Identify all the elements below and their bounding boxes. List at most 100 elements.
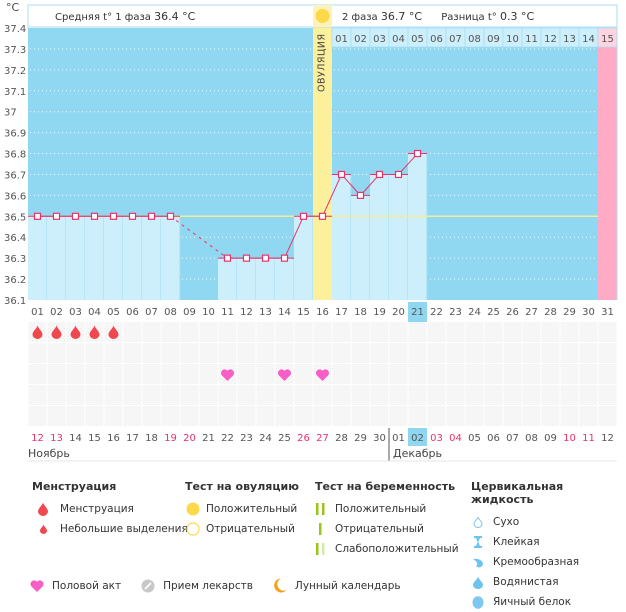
temperature-bar bbox=[256, 258, 275, 300]
y-tick-label: 36.8 bbox=[4, 150, 26, 161]
symbol-cell bbox=[484, 364, 503, 384]
cycle-day-label: 21 bbox=[411, 307, 424, 318]
date-label: 02 bbox=[411, 433, 424, 444]
weekend-date-label: 27 bbox=[316, 433, 329, 444]
symbol-cell bbox=[427, 406, 446, 426]
symbol-cell bbox=[408, 322, 427, 342]
symbol-cell bbox=[351, 343, 370, 363]
phase2-day-label: 09 bbox=[487, 34, 500, 45]
symbol-cell bbox=[123, 385, 142, 405]
date-label: 24 bbox=[259, 433, 272, 444]
sticky-hourglass-icon bbox=[471, 536, 485, 548]
legend-label: Небольшие выделения bbox=[60, 523, 188, 535]
small-blood-drop-icon bbox=[32, 524, 54, 534]
intercourse-heart-icon bbox=[220, 369, 235, 381]
legend-item-dry: Сухо bbox=[471, 512, 626, 532]
legend-menstruation-title: Менструация bbox=[32, 480, 117, 493]
symbol-cell bbox=[218, 406, 237, 426]
current-day-highlight bbox=[408, 302, 427, 322]
symbol-cell bbox=[503, 406, 522, 426]
symbol-cell bbox=[28, 406, 47, 426]
empty-circle-icon bbox=[185, 522, 201, 536]
weekend-date-label: 03 bbox=[430, 433, 443, 444]
symbol-cell bbox=[389, 343, 408, 363]
symbol-cell bbox=[275, 385, 294, 405]
legend-label: Положительный bbox=[206, 503, 298, 515]
symbol-cell bbox=[28, 385, 47, 405]
temperature-gap-line bbox=[170, 215, 228, 259]
temperature-point bbox=[109, 212, 118, 220]
symbol-cell bbox=[465, 364, 484, 384]
temperature-bar bbox=[104, 216, 123, 300]
y-tick-label: 37.2 bbox=[4, 66, 26, 77]
diff-value: 0.3 °C bbox=[499, 10, 535, 23]
temperature-bar bbox=[237, 258, 256, 300]
cycle-day-label: 16 bbox=[316, 307, 329, 318]
legend-pregnancy-test: Тест на беременность Положительный Отриц… bbox=[315, 480, 459, 559]
date-label: 12 bbox=[601, 433, 614, 444]
symbol-cell bbox=[579, 406, 598, 426]
cycle-day-label: 27 bbox=[525, 307, 538, 318]
symbol-cell bbox=[294, 364, 313, 384]
symbol-cell bbox=[465, 343, 484, 363]
symbol-cell bbox=[161, 385, 180, 405]
temperature-point bbox=[147, 212, 156, 220]
menstruation-drop-icon bbox=[51, 325, 62, 339]
symbol-cell bbox=[142, 322, 161, 342]
symbol-cell bbox=[142, 406, 161, 426]
dry-drop-icon bbox=[471, 516, 485, 528]
symbol-cell bbox=[161, 322, 180, 342]
y-tick-label: 36.1 bbox=[4, 296, 26, 307]
symbol-cell bbox=[142, 385, 161, 405]
legend-label: Кремообразная bbox=[493, 556, 580, 568]
temperature-bar bbox=[389, 174, 408, 300]
cycle-day-label: 17 bbox=[335, 307, 348, 318]
temperature-bar bbox=[370, 174, 389, 300]
phase2-label: 2 фаза bbox=[342, 12, 378, 23]
cycle-day-label: 25 bbox=[487, 307, 500, 318]
date-label: 30 bbox=[373, 433, 386, 444]
two-lines-icon bbox=[315, 503, 329, 515]
legend-item-pregnancy-positive: Положительный bbox=[315, 499, 459, 519]
y-tick-label: 36.4 bbox=[4, 233, 26, 244]
symbol-cell bbox=[484, 406, 503, 426]
cycle-day-label: 23 bbox=[449, 307, 462, 318]
symbol-cell bbox=[408, 343, 427, 363]
y-unit-label: °C bbox=[6, 1, 20, 14]
cycle-day-label: 10 bbox=[202, 307, 215, 318]
phase2-day-label: 07 bbox=[449, 34, 462, 45]
temperature-bar bbox=[123, 216, 142, 300]
weekend-date-label: 12 bbox=[31, 433, 44, 444]
cycle-day-label: 13 bbox=[259, 307, 272, 318]
legend-cervical-fluid-title: Цервикальная жидкость bbox=[471, 480, 564, 506]
symbol-cell bbox=[104, 343, 123, 363]
symbol-cell bbox=[579, 322, 598, 342]
temperature-point bbox=[318, 212, 327, 220]
ovulation-test-icon bbox=[315, 9, 330, 23]
symbol-cell bbox=[180, 343, 199, 363]
symbol-cell bbox=[199, 406, 218, 426]
date-label: 16 bbox=[107, 433, 120, 444]
temperature-line bbox=[322, 174, 342, 217]
date-label: 23 bbox=[240, 433, 253, 444]
symbol-cell bbox=[123, 406, 142, 426]
legend-item-spotting: Небольшие выделения bbox=[32, 519, 188, 539]
symbol-cell bbox=[123, 364, 142, 384]
symbol-cell bbox=[579, 385, 598, 405]
temperature-point bbox=[413, 149, 422, 158]
symbol-cell bbox=[85, 385, 104, 405]
expected-period-column bbox=[598, 28, 617, 300]
temperature-bar bbox=[161, 216, 180, 300]
phase1-label: Средняя t° 1 фаза bbox=[55, 12, 151, 23]
symbol-cell bbox=[142, 343, 161, 363]
symbol-cell bbox=[47, 343, 66, 363]
date-label: 05 bbox=[468, 433, 481, 444]
symbol-cell bbox=[199, 343, 218, 363]
y-tick-label: 36.3 bbox=[4, 254, 26, 265]
weekend-date-label: 19 bbox=[164, 433, 177, 444]
symbol-cell bbox=[427, 385, 446, 405]
symbol-cell bbox=[446, 364, 465, 384]
cycle-day-label: 19 bbox=[373, 307, 386, 318]
symbol-cell bbox=[579, 343, 598, 363]
symbol-cell bbox=[351, 385, 370, 405]
